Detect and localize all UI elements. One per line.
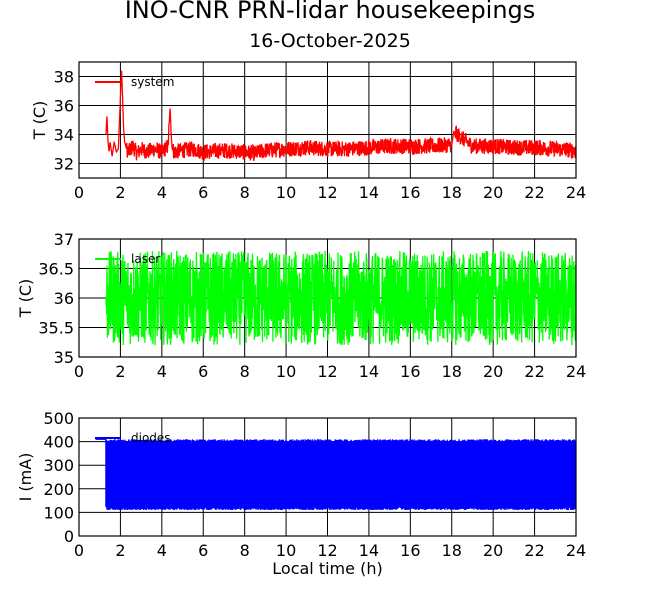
- x-tick-label: 18: [442, 362, 462, 381]
- x-tick-label: 16: [400, 541, 420, 560]
- x-axis-label: Local time (h): [272, 559, 382, 578]
- y-tick-label: 38: [54, 68, 74, 87]
- x-tick-label: 24: [566, 183, 586, 202]
- series-group: [95, 438, 576, 511]
- y-tick-label: 300: [43, 456, 74, 475]
- x-tick-label: 6: [198, 183, 208, 202]
- x-tick-label: 22: [524, 183, 544, 202]
- x-tick-label: 2: [115, 183, 125, 202]
- y-axis-label: T (C): [30, 101, 49, 141]
- chart-subtitle: 16-October-2025: [249, 30, 411, 52]
- x-tick-label: 10: [276, 541, 296, 560]
- x-tick-label: 2: [115, 541, 125, 560]
- x-tick-label: 8: [240, 183, 250, 202]
- series-line-diodes: [95, 438, 576, 511]
- x-tick-label: 8: [240, 541, 250, 560]
- chart-title: INO-CNR PRN-lidar housekeepings: [124, 0, 536, 24]
- legend: diodes: [95, 431, 171, 445]
- legend-label: diodes: [131, 431, 171, 445]
- series-line-laser: [105, 250, 576, 346]
- y-tick-label: 500: [43, 409, 74, 428]
- legend: laser: [95, 252, 160, 266]
- x-tick-label: 14: [359, 362, 379, 381]
- x-tick-label: 4: [157, 183, 167, 202]
- x-tick-label: 16: [400, 183, 420, 202]
- x-tick-label: 24: [566, 541, 586, 560]
- x-tick-label: 0: [74, 183, 84, 202]
- x-tick-label: 18: [442, 541, 462, 560]
- y-tick-label: 0: [64, 527, 74, 546]
- y-tick-label: 32: [54, 155, 74, 174]
- legend-label: system: [131, 75, 174, 89]
- x-tick-label: 0: [74, 541, 84, 560]
- plot-frame: [78, 61, 577, 179]
- x-tick-label: 20: [483, 541, 503, 560]
- y-tick-label: 36: [54, 97, 74, 116]
- x-tick-label: 18: [442, 183, 462, 202]
- x-tick-label: 24: [566, 362, 586, 381]
- x-tick-label: 22: [524, 362, 544, 381]
- x-tick-label: 6: [198, 362, 208, 381]
- legend-label: laser: [131, 252, 160, 266]
- y-tick-label: 100: [43, 503, 74, 522]
- x-tick-label: 8: [240, 362, 250, 381]
- series-line-system: [105, 70, 576, 162]
- plot-frame: [78, 238, 577, 358]
- y-tick-label: 200: [43, 480, 74, 499]
- y-tick-label: 36.5: [38, 260, 74, 279]
- y-tick-label: 36: [54, 289, 74, 308]
- x-tick-label: 12: [317, 541, 337, 560]
- y-axis-label: T (C): [16, 279, 35, 319]
- x-tick-label: 10: [276, 183, 296, 202]
- x-tick-label: 12: [317, 183, 337, 202]
- x-tick-label: 12: [317, 362, 337, 381]
- x-tick-label: 2: [115, 362, 125, 381]
- x-tick-label: 14: [359, 183, 379, 202]
- y-axis-label: I (mA): [16, 453, 35, 502]
- series-group: [105, 70, 576, 162]
- plot-frame: [78, 417, 577, 537]
- x-tick-label: 16: [400, 362, 420, 381]
- x-tick-label: 4: [157, 362, 167, 381]
- x-tick-label: 14: [359, 541, 379, 560]
- y-tick-label: 34: [54, 126, 74, 145]
- x-tick-label: 22: [524, 541, 544, 560]
- x-tick-label: 4: [157, 541, 167, 560]
- series-group: [105, 250, 576, 346]
- y-tick-label: 400: [43, 433, 74, 452]
- x-tick-label: 0: [74, 362, 84, 381]
- x-tick-label: 10: [276, 362, 296, 381]
- x-tick-label: 20: [483, 362, 503, 381]
- y-tick-label: 35.5: [38, 319, 74, 338]
- y-tick-label: 35: [54, 348, 74, 367]
- x-tick-label: 20: [483, 183, 503, 202]
- x-tick-label: 6: [198, 541, 208, 560]
- y-tick-label: 37: [54, 230, 74, 249]
- legend: system: [95, 75, 174, 89]
